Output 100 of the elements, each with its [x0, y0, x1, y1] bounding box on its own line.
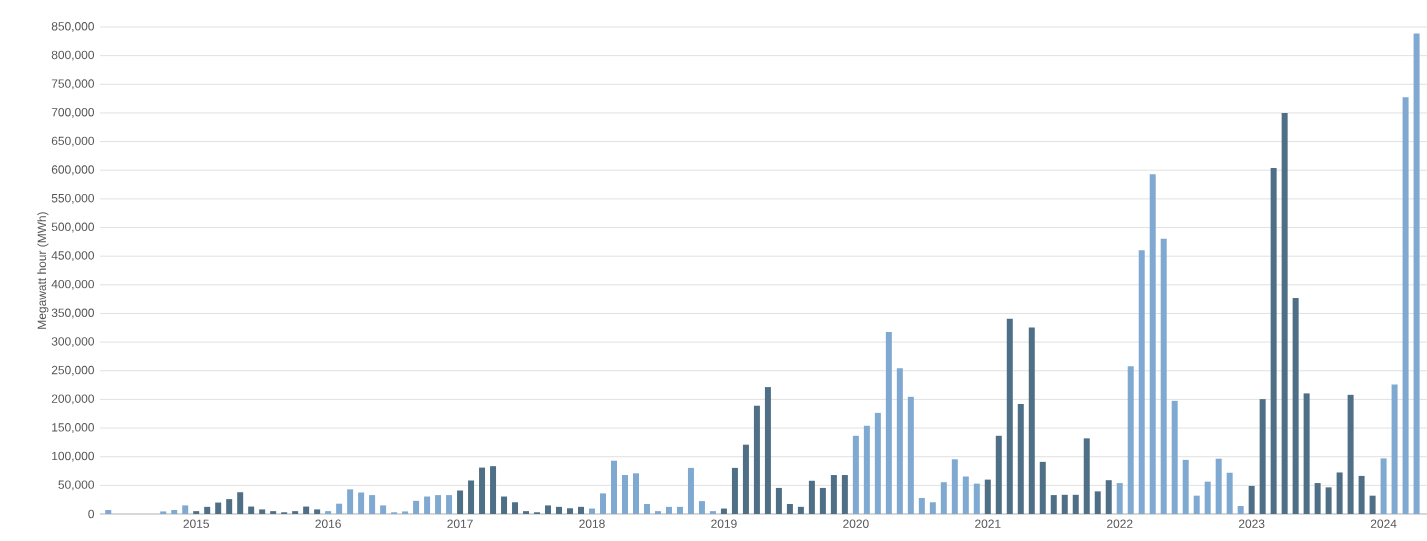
bar: [1105, 480, 1112, 514]
bar: [654, 511, 661, 514]
bar: [523, 511, 530, 514]
bar: [1292, 298, 1299, 514]
bar: [808, 480, 815, 514]
bar: [940, 482, 947, 514]
bar: [1182, 459, 1189, 514]
y-tick-label: 0: [88, 509, 95, 519]
bar: [610, 460, 617, 514]
bar: [105, 509, 112, 514]
bar: [786, 503, 793, 514]
x-tick-label: 2019: [711, 519, 737, 528]
bar: [1017, 403, 1024, 514]
bar: [1248, 485, 1255, 514]
bar: [1072, 494, 1079, 514]
y-tick-label: 650,000: [51, 136, 95, 147]
bar: [1303, 393, 1310, 514]
bar: [402, 511, 409, 514]
bar: [1083, 438, 1090, 514]
bar: [380, 505, 387, 514]
y-tick-label: 350,000: [51, 308, 95, 319]
y-tick-label: 100,000: [52, 451, 95, 462]
bar: [193, 511, 200, 514]
bar: [1347, 394, 1354, 514]
bar: [1281, 112, 1288, 514]
bar: [918, 497, 925, 514]
y-tick-label: 500,000: [51, 222, 95, 233]
y-tick-label: 200,000: [51, 394, 95, 405]
bar: [775, 487, 782, 514]
bar: [973, 483, 980, 514]
bar: [182, 505, 189, 514]
bar: [1413, 33, 1420, 514]
bar: [578, 506, 584, 514]
bar: [643, 503, 650, 514]
bar: [874, 412, 881, 514]
bar: [1325, 487, 1332, 514]
x-tick-label: 2018: [579, 519, 605, 528]
bar: [1171, 400, 1178, 514]
bar: [995, 435, 1002, 514]
bar: [545, 505, 552, 514]
bar: [907, 396, 914, 514]
bar: [698, 501, 705, 514]
bar: [1237, 505, 1244, 514]
bar: [1204, 481, 1211, 514]
y-tick-label: 800,000: [51, 50, 95, 61]
bar: [709, 511, 716, 514]
x-tick-label: 2016: [315, 519, 341, 528]
y-tick-label: 750,000: [51, 79, 95, 90]
y-tick-label: 300,000: [51, 337, 95, 348]
x-tick-label: 2023: [1238, 519, 1265, 528]
bar: [1270, 167, 1277, 514]
bar: [226, 499, 233, 514]
bar: [567, 508, 574, 514]
bar: [819, 487, 826, 514]
y-tick-label: 50,000: [58, 480, 95, 491]
bar: [512, 502, 519, 514]
y-tick-label: 550,000: [51, 193, 95, 204]
y-tick-label: 400,000: [51, 279, 95, 290]
bar: [896, 368, 903, 514]
bar: [1358, 475, 1365, 514]
bar: [1314, 483, 1321, 514]
y-tick-label: 250,000: [51, 365, 95, 376]
y-tick-label: 700,000: [51, 108, 95, 118]
bar: [325, 511, 332, 514]
y-axis-title: Megawatt hour (MWh): [37, 212, 49, 329]
bar: [1028, 327, 1035, 514]
bar: [1226, 472, 1233, 514]
bar: [413, 500, 420, 514]
bar: [457, 490, 464, 514]
bar: [621, 475, 628, 514]
bar: [259, 509, 266, 514]
bar: [270, 511, 277, 514]
bar: [951, 459, 958, 514]
bar: [292, 511, 299, 514]
bar: [1215, 458, 1222, 514]
bar: [1039, 461, 1046, 514]
bar: [160, 511, 167, 514]
bar: [632, 473, 639, 514]
bar: [435, 495, 442, 514]
bar: [720, 508, 727, 514]
bar: [1369, 495, 1376, 514]
bar: [885, 332, 892, 514]
bar: [556, 506, 563, 514]
bar: [1160, 238, 1167, 514]
bar: [490, 466, 497, 514]
bar: [731, 467, 738, 514]
y-tick-label: 850,000: [51, 22, 95, 32]
bar: [204, 506, 211, 514]
bar: [1402, 97, 1409, 514]
bar: [1138, 250, 1145, 514]
bar: [797, 506, 804, 514]
bar: [171, 509, 178, 514]
bar: [1391, 384, 1398, 514]
bar: [929, 502, 936, 514]
bar: [248, 506, 255, 514]
bar: [424, 496, 431, 514]
bar: [1116, 483, 1123, 514]
bar: [753, 405, 760, 514]
bar: [358, 492, 365, 514]
bar: [863, 425, 870, 514]
